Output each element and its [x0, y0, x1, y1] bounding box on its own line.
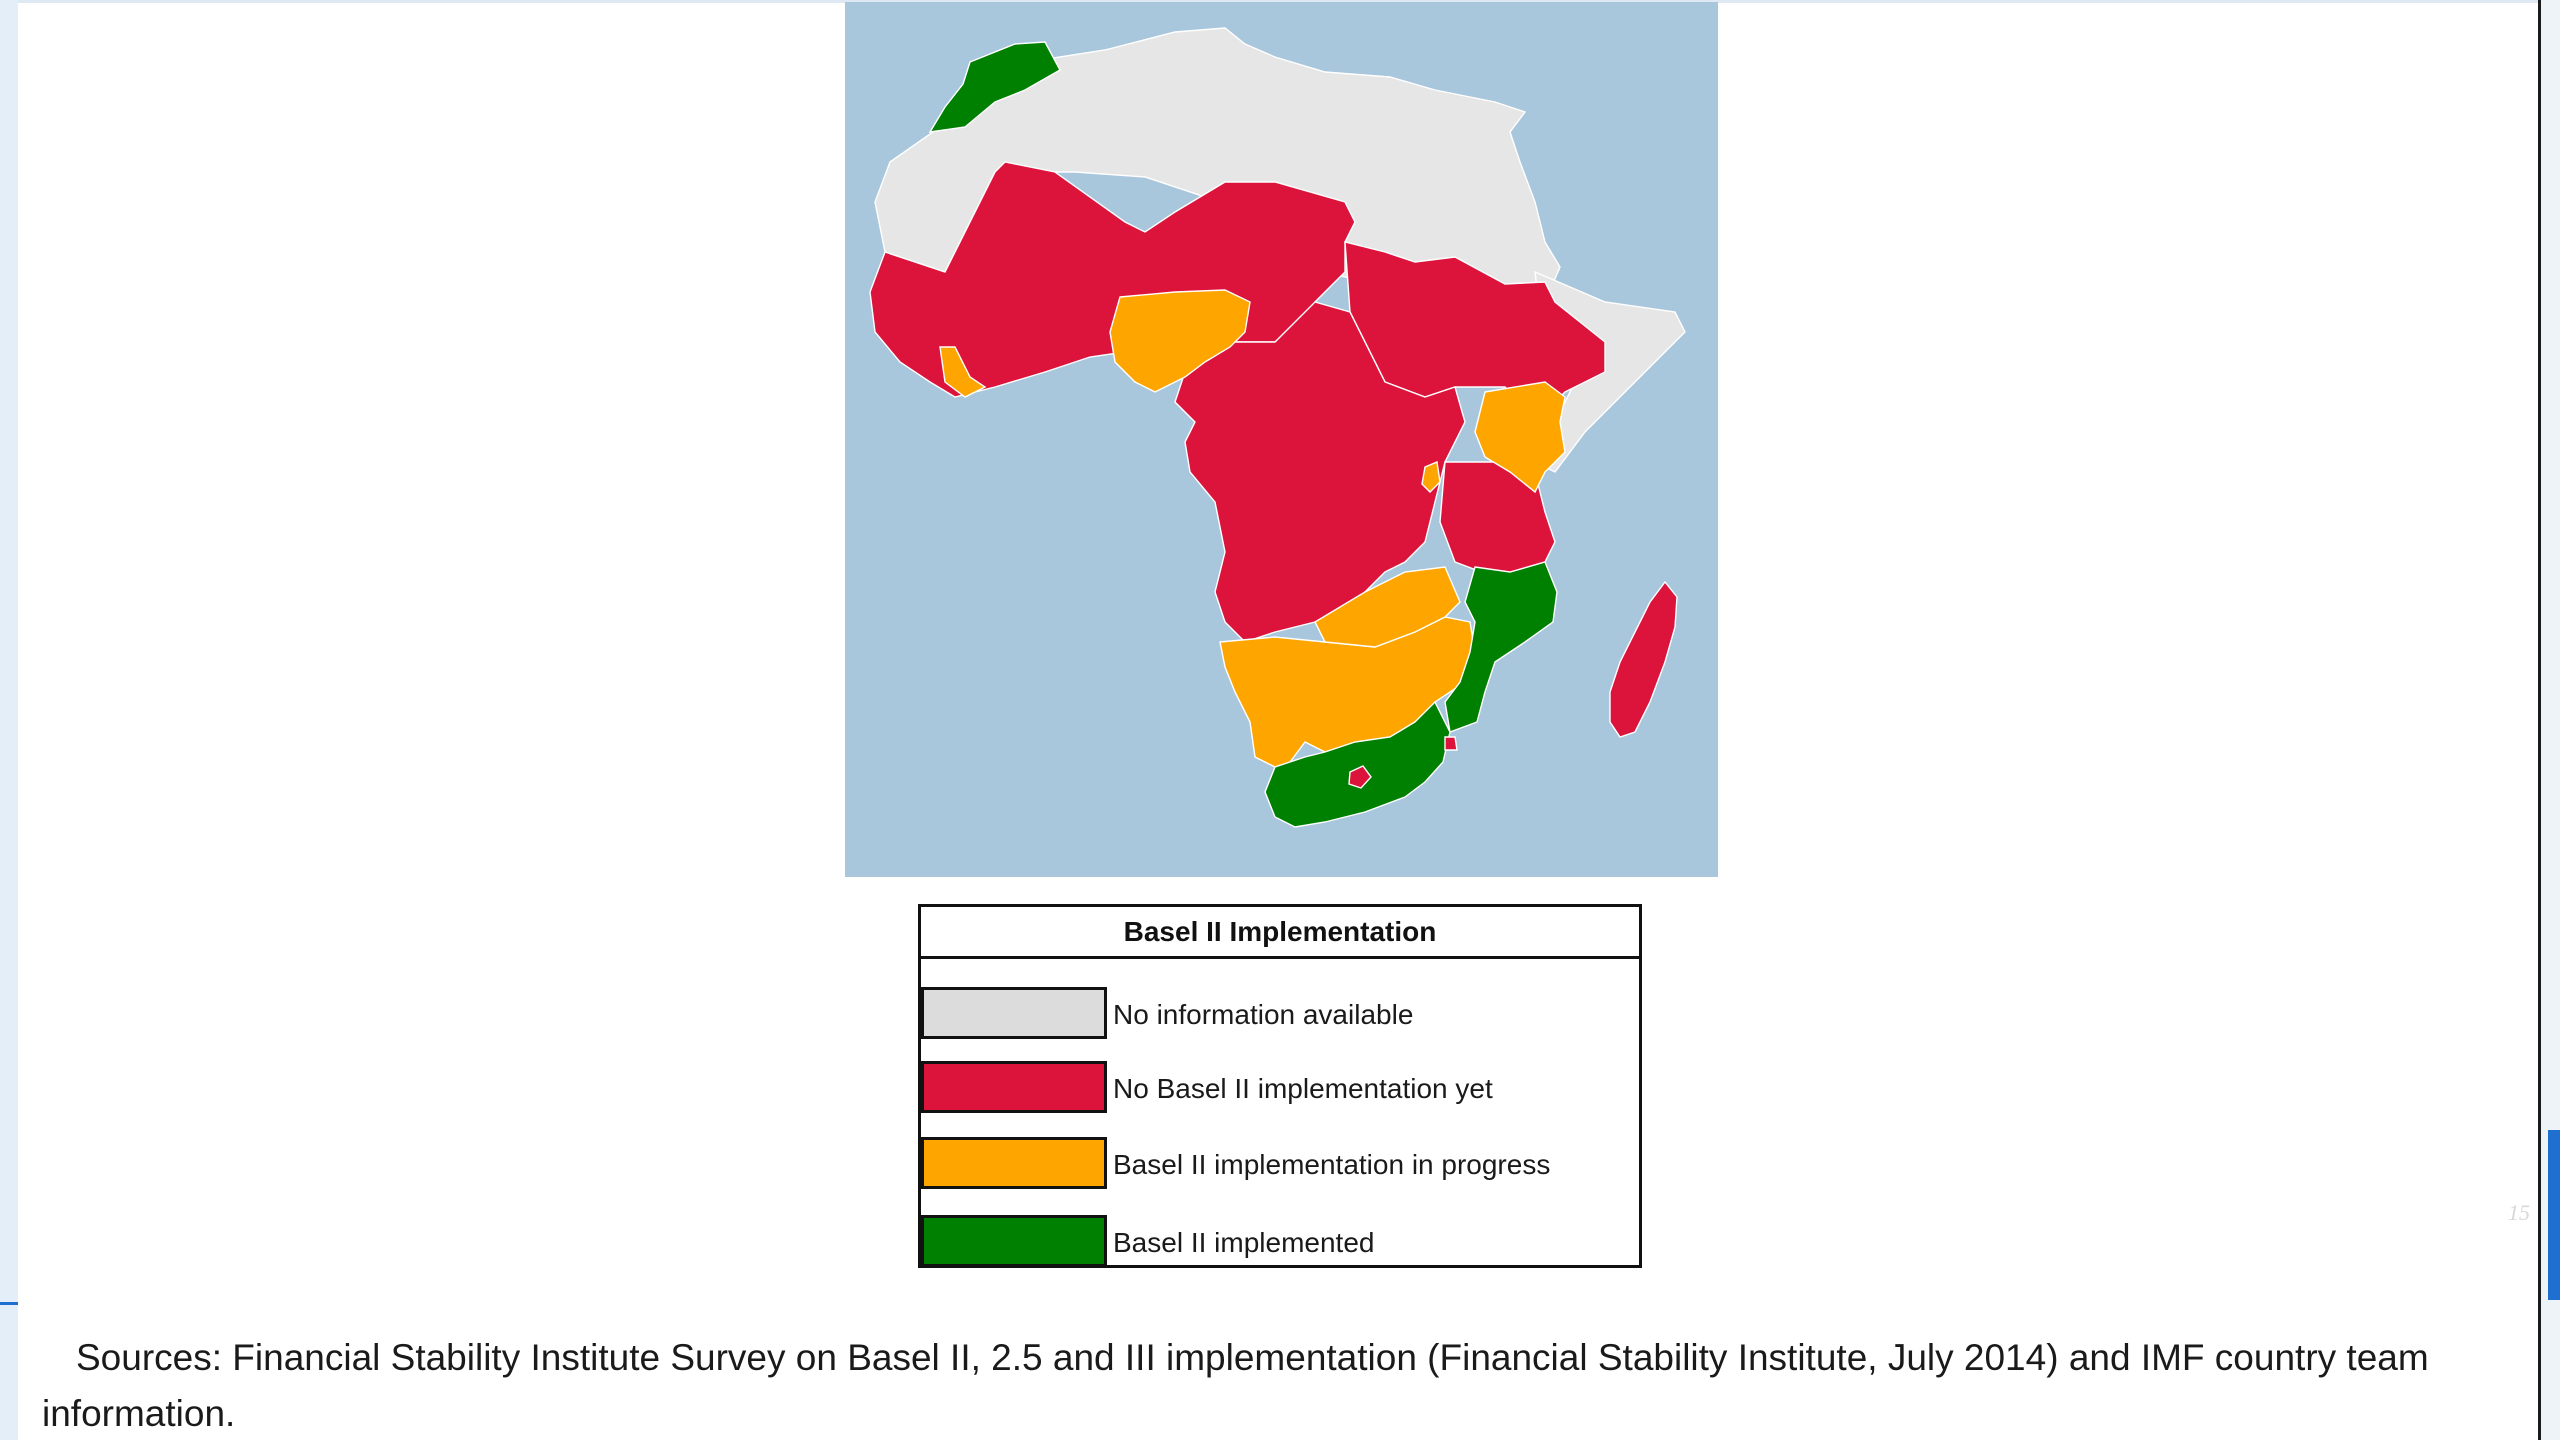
country-kenya: [1474, 381, 1566, 494]
country-mozambique: [1444, 561, 1558, 733]
country-ghana: [939, 346, 987, 398]
legend-swatch-not-implemented: [921, 1061, 1107, 1113]
country-morocco: [928, 41, 1061, 133]
sources-note: Sources: Financial Stability Institute S…: [42, 1337, 2429, 1434]
scrollbar-thumb[interactable]: [2548, 1130, 2560, 1300]
legend-swatch-implemented: [921, 1215, 1107, 1267]
country-burundi: [1421, 461, 1441, 493]
legend-item-no-information: No information available: [921, 987, 1639, 1043]
africa-basel-map: [845, 2, 1718, 877]
africa-map-svg: [845, 2, 1718, 877]
left-rule-marker: [0, 1302, 18, 1305]
vertical-scrollbar[interactable]: [2538, 0, 2560, 1440]
country-nigeria: [1109, 289, 1251, 393]
legend-swatch-no-information: [921, 987, 1107, 1039]
country-lesotho: [1348, 765, 1372, 789]
country-south-africa: [1264, 700, 1451, 828]
left-margin-panel: [0, 0, 18, 1440]
legend-swatch-in-progress: [921, 1137, 1107, 1189]
legend-item-not-implemented: No Basel II implementation yet: [921, 1061, 1639, 1117]
legend-label: No information available: [1113, 999, 1414, 1030]
country-swaziland: [1444, 736, 1458, 751]
legend-label: Basel II implementation in progress: [1113, 1149, 1551, 1180]
legend-title: Basel II Implementation: [921, 907, 1639, 959]
legend-item-in-progress: Basel II implementation in progress: [921, 1137, 1639, 1193]
legend-item-implemented: Basel II implemented: [921, 1215, 1639, 1271]
country-zambia: [1314, 566, 1461, 648]
page-number: 15: [2508, 1200, 2530, 1225]
map-legend: Basel II Implementation No information a…: [918, 904, 1642, 1268]
legend-label: Basel II implemented: [1113, 1227, 1375, 1258]
country-madagascar: [1609, 580, 1678, 738]
top-edge: [18, 0, 2538, 3]
legend-label: No Basel II implementation yet: [1113, 1073, 1493, 1104]
